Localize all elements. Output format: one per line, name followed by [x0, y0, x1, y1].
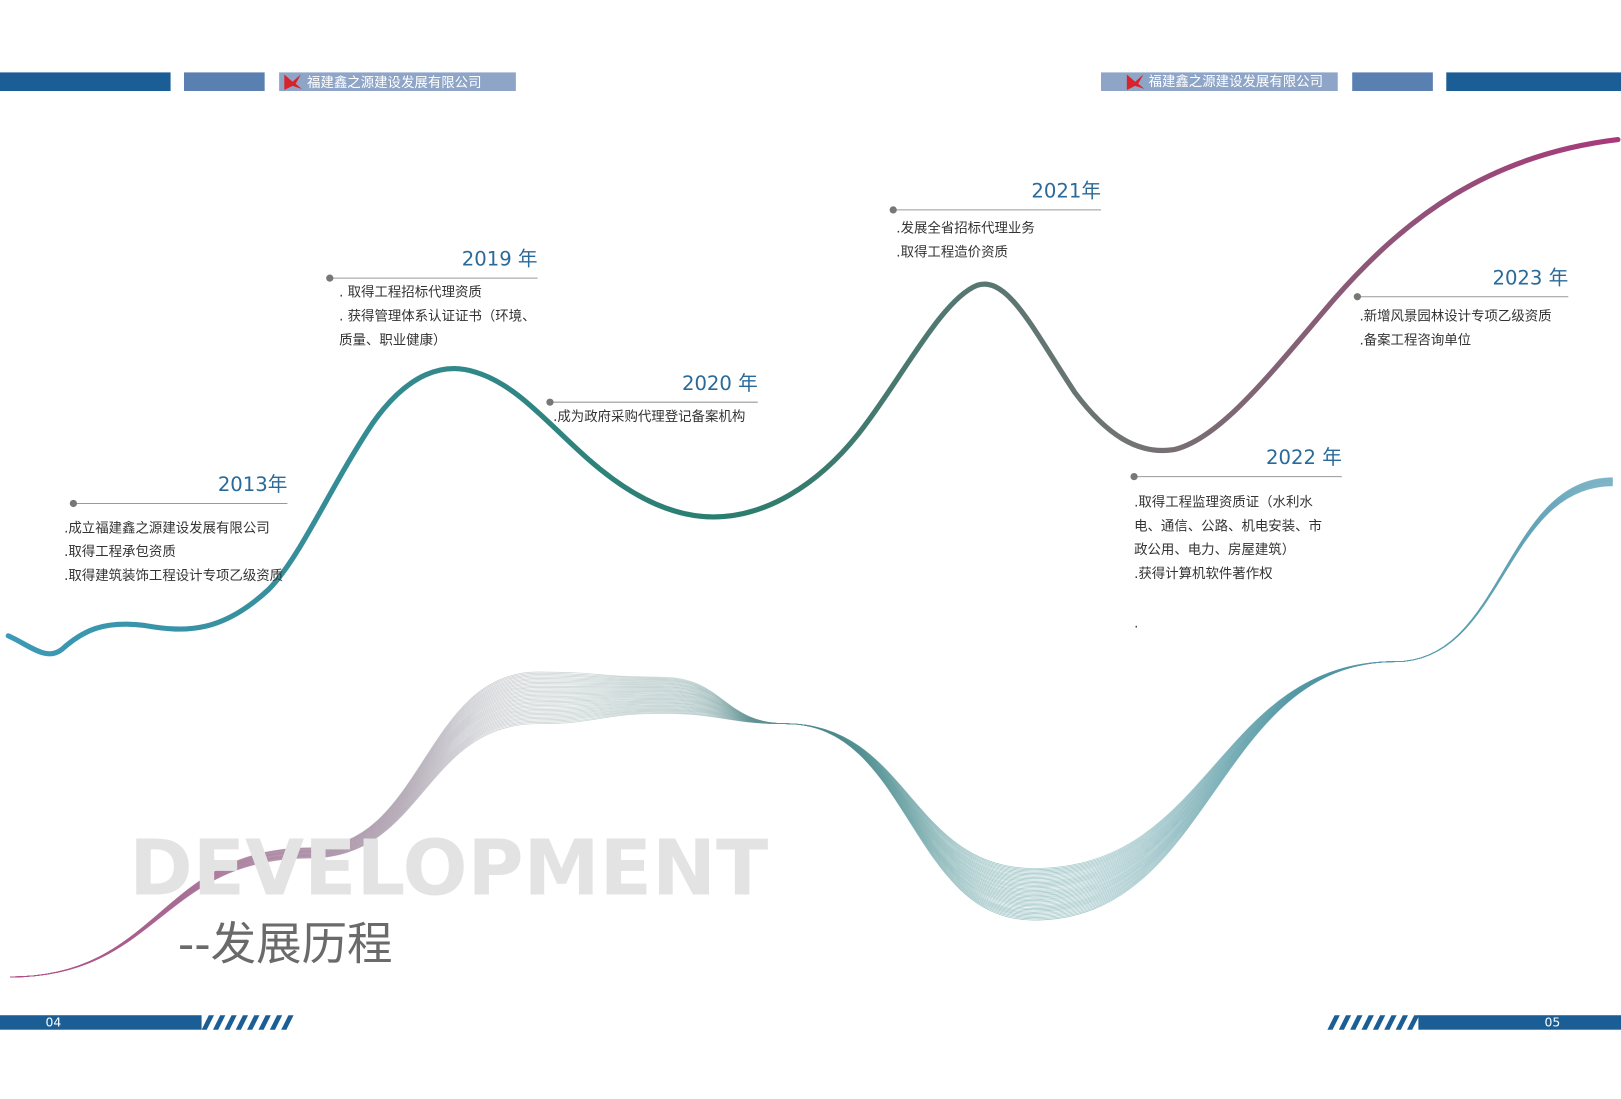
watermark: DEVELOPMENT: [129, 824, 768, 913]
milestone-item: . 获得管理体系认证证书（环境、: [339, 308, 535, 325]
header-bar: [1100, 72, 1338, 92]
footer-stripes: [201, 1015, 1420, 1030]
logo: [284, 74, 302, 90]
stripe: [1372, 1015, 1386, 1030]
milestone-item: . 取得工程招标代理资质: [339, 284, 482, 301]
milestone-year: 2021年: [1031, 179, 1101, 202]
milestone-year: 2023 年: [1492, 266, 1568, 289]
stripe: [1361, 1015, 1374, 1030]
milestone-dot: [546, 398, 554, 406]
page-number: 05: [1544, 1015, 1560, 1030]
stripe: [247, 1015, 260, 1030]
subtitle: --发展历程: [178, 917, 393, 970]
milestone-dot: [889, 206, 897, 214]
milestone-item: .备案工程咨询单位: [1359, 331, 1471, 348]
milestone-year: 2020 年: [682, 372, 758, 395]
stripe: [235, 1015, 249, 1030]
logo: [1126, 74, 1145, 90]
milestones: 2013年 .成立福建鑫之源建设发展有限公司 .取得工程承包资质 .取得建筑装饰工程设…: [64, 179, 1569, 632]
milestone-note: .: [1134, 617, 1138, 632]
milestone-item: .取得工程造价资质: [896, 243, 1008, 260]
footer-bar: [0, 1015, 202, 1030]
header-bar: [184, 72, 265, 92]
footer-bar: [1418, 1015, 1621, 1030]
stripe: [1338, 1015, 1352, 1030]
company-name: 福建鑫之源建设发展有限公司: [1149, 73, 1323, 90]
milestone-item: 质量、职业健康）: [339, 331, 446, 348]
page-number: 04: [45, 1015, 61, 1030]
milestone-item: .新增风景园林设计专项乙级资质: [1359, 309, 1551, 325]
header-bar: [1352, 72, 1433, 92]
milestone-year: 2013年: [218, 473, 288, 496]
wave-decoration: [10, 477, 1613, 978]
milestone-item: .成为政府采购代理登记备案机构: [553, 408, 745, 425]
stripe: [1395, 1015, 1409, 1030]
milestone-item: .成立福建鑫之源建设发展有限公司: [64, 519, 270, 536]
stripe: [1384, 1015, 1397, 1030]
stripe: [212, 1015, 226, 1030]
milestone-item: .取得建筑装饰工程设计专项乙级资质: [64, 567, 283, 584]
wave-line: [10, 485, 1613, 978]
milestone-year: 2022 年: [1266, 446, 1342, 469]
header-bar: [0, 72, 171, 92]
milestone-year: 2019 年: [462, 248, 538, 271]
milestone-item: 政公用、电力、房屋建筑）: [1134, 542, 1295, 558]
stripe: [269, 1015, 283, 1030]
milestone-dot: [69, 499, 78, 508]
stripe: [1407, 1015, 1420, 1030]
stripe: [281, 1015, 294, 1030]
timeline-curve: [5, 137, 1621, 657]
milestone-item: .发展全省招标代理业务: [896, 220, 1034, 237]
milestone-item: .获得计算机软件著作权: [1134, 565, 1272, 582]
milestone-dot: [1353, 293, 1361, 301]
stripe: [258, 1015, 271, 1030]
stripe: [224, 1015, 237, 1030]
stripe: [1327, 1015, 1340, 1030]
milestone-item: .取得工程监理资质证（水利水: [1134, 494, 1313, 511]
milestone-item: 电、通信、公路、机电安装、市: [1134, 517, 1322, 534]
stripe: [1350, 1015, 1363, 1030]
milestone-dot: [326, 274, 334, 282]
milestone-dot: [1130, 472, 1138, 481]
company-name: 福建鑫之源建设发展有限公司: [307, 74, 481, 91]
header-bar: [1446, 72, 1621, 92]
milestone-item: .取得工程承包资质: [64, 543, 176, 560]
header-bar: [279, 72, 516, 92]
stripe: [201, 1015, 214, 1030]
